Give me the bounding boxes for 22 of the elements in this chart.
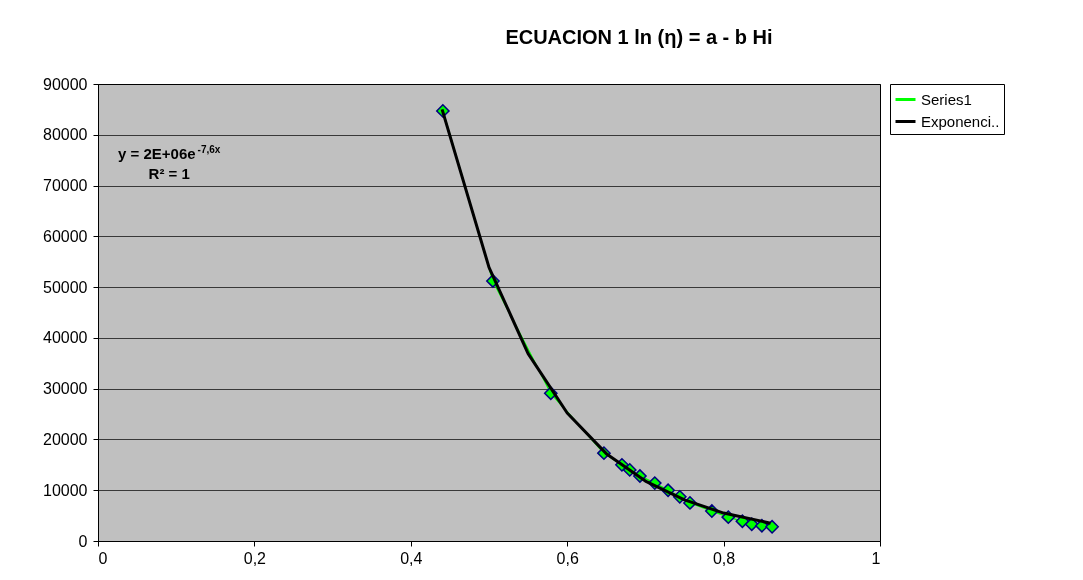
x-tick-label: 0 — [98, 549, 108, 567]
y-tick-label: 30000 — [43, 380, 88, 398]
y-tick-label: 40000 — [43, 329, 88, 347]
y-tick-label: 80000 — [43, 126, 88, 144]
chart-title: ECUACION 1 ln (η) = a - b Hi — [505, 26, 773, 48]
y-tick-label: 90000 — [43, 75, 88, 93]
legend-label: Exponenci.. — [921, 112, 1000, 130]
x-tick-label: 0,4 — [400, 549, 423, 567]
y-tick-label: 0 — [78, 532, 88, 550]
annotation: y = 2E+06e$^{-7,6x}$ — [118, 143, 221, 164]
x-tick-label: 0,6 — [556, 549, 579, 567]
x-tick-label: 0,8 — [712, 549, 736, 567]
y-tick-label: 70000 — [43, 177, 88, 195]
legend-label: Series1 — [921, 90, 972, 108]
x-tick-label: 1 — [871, 549, 881, 567]
point — [765, 519, 779, 534]
y-tick-label: 20000 — [43, 430, 88, 448]
y-tick-label: 50000 — [43, 278, 88, 296]
y-tick-label: 60000 — [43, 227, 88, 245]
y-tick-label: 10000 — [43, 481, 88, 499]
annotation: R² = 1 — [147, 164, 191, 184]
x-tick-label: 0,2 — [243, 549, 267, 567]
